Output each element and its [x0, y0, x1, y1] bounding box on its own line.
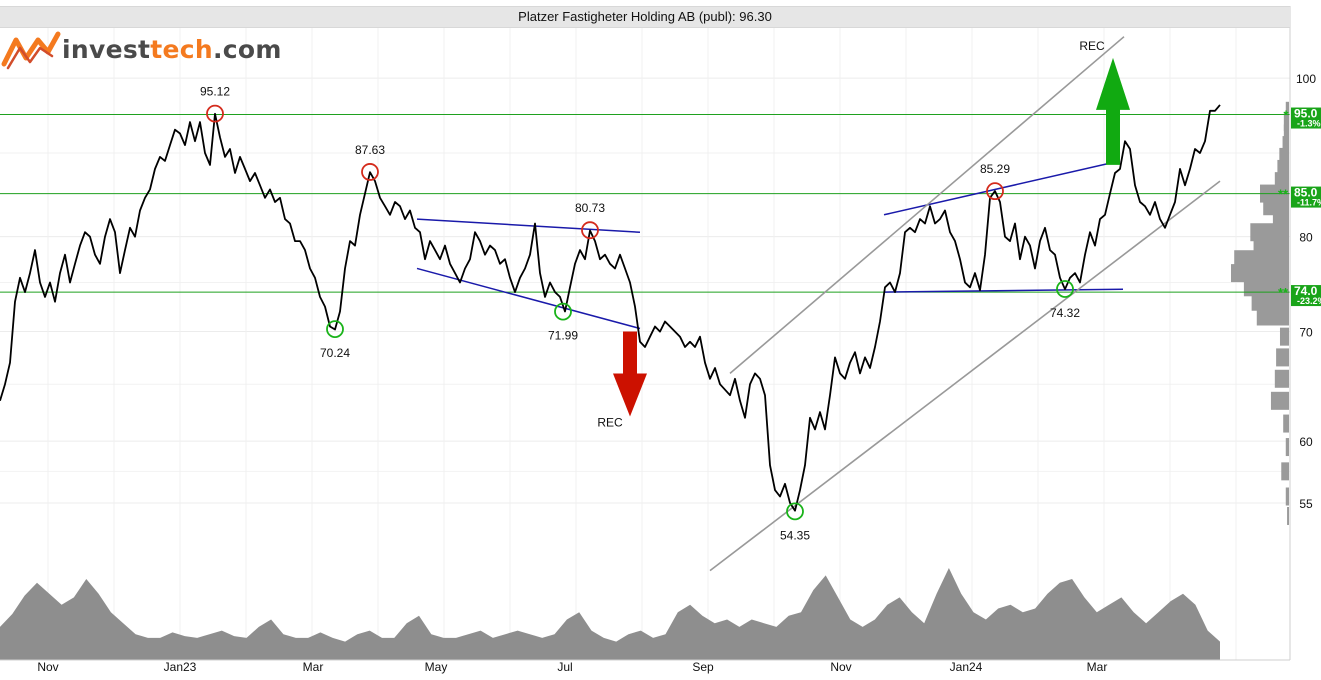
- extreme-value-label: 54.35: [780, 528, 810, 542]
- extreme-value-label: 80.73: [575, 201, 605, 215]
- extreme-value-label: 87.63: [355, 143, 385, 157]
- trend-line: [416, 218, 641, 233]
- volume-profile-bar: [1285, 438, 1289, 457]
- support-resistance-levels: * 95.0-1.3% ** 85.0-11.7% ** 74.0-23.2%: [0, 107, 1321, 307]
- extreme-value-label: 95.12: [200, 85, 230, 99]
- buy-signal-arrow: [1096, 57, 1130, 165]
- peak-marker: [206, 104, 224, 123]
- level-label-box: [1291, 285, 1321, 307]
- axes: 55 60 70 80 100 Nov Jan23 Mar May Jul Sep Nov Jan24 M…: [0, 6, 1316, 674]
- volume-profile-bar: [1283, 113, 1289, 132]
- x-tick-label: Nov: [37, 660, 58, 674]
- peak-marker: [361, 163, 379, 181]
- level-value: 95.0: [1294, 107, 1318, 121]
- volume-profile-bar: [1283, 414, 1289, 433]
- volume-profile-bar: [1279, 327, 1289, 346]
- trough-marker: [554, 302, 572, 321]
- volume-profile-bar: [1283, 124, 1289, 143]
- y-tick-label: 60: [1299, 435, 1313, 449]
- signal-label: REC: [1079, 39, 1105, 53]
- peak-marker: [986, 182, 1004, 201]
- x-tick-label: Nov: [830, 660, 851, 674]
- y-tick-label: 70: [1299, 326, 1313, 340]
- price-series-line: [0, 104, 1221, 512]
- level-change: -23.2%: [1297, 296, 1321, 306]
- level-change: -11.7%: [1297, 198, 1321, 208]
- logo-chart-icon: [1, 31, 61, 70]
- x-tick-label: Mar: [1087, 660, 1108, 674]
- trend-line: [883, 288, 1124, 293]
- volume-area: [0, 568, 1220, 660]
- volume-profile-bar: [1282, 136, 1289, 155]
- level-marker: *: [1283, 108, 1289, 123]
- volume-profile-bar: [1281, 462, 1289, 481]
- volume-profile-bar: [1285, 101, 1289, 120]
- chart-title: Platzer Fastigheter Holding AB (publ): 9…: [0, 6, 1290, 28]
- investtech-logo: investtech.com: [0, 26, 282, 72]
- volume-profile-bar: [1287, 506, 1289, 525]
- y-tick-label: 80: [1299, 231, 1313, 245]
- sell-signal-arrow: [613, 331, 647, 417]
- trend-lines: [416, 36, 1221, 572]
- signal-arrows: REC REC: [597, 39, 1130, 430]
- volume-profile-bar: [1234, 250, 1289, 269]
- volume-profile-bar: [1274, 369, 1289, 388]
- volume-profile-bar: [1231, 264, 1289, 283]
- level-label-box: [1291, 186, 1321, 208]
- volume-profile: [1231, 101, 1289, 525]
- volume-area-shape: [0, 568, 1220, 660]
- level-label-box: [1291, 107, 1321, 129]
- y-tick-label: 55: [1299, 497, 1313, 511]
- volume-profile-bar: [1270, 391, 1289, 410]
- peak-trough-markers: 95.12 87.63 80.73 85.29 70.24 71.99 54.35 74.32: [200, 85, 1080, 543]
- extreme-value-label: 74.32: [1050, 306, 1080, 320]
- y-tick-label: 100: [1296, 72, 1316, 86]
- volume-profile-bar: [1251, 292, 1289, 311]
- extreme-value-label: 85.29: [980, 162, 1010, 176]
- extreme-value-label: 70.24: [320, 346, 350, 360]
- trough-marker: [786, 502, 804, 521]
- x-tick-label: Sep: [692, 660, 714, 674]
- x-tick-label: Jan23: [164, 660, 197, 674]
- trend-line: [729, 36, 1125, 374]
- level-marker: **: [1278, 285, 1289, 300]
- volume-profile-bar: [1285, 487, 1289, 506]
- x-tick-label: May: [425, 660, 448, 674]
- level-change: -1.3%: [1297, 119, 1321, 129]
- logo-wordmark: investtech.com: [62, 34, 282, 64]
- volume-profile-bar: [1276, 348, 1289, 367]
- price-line: [0, 104, 1221, 512]
- trend-line: [709, 180, 1221, 572]
- x-tick-label: Mar: [303, 660, 324, 674]
- signal-label: REC: [597, 416, 623, 430]
- trend-line: [416, 267, 641, 330]
- extreme-value-label: 71.99: [548, 329, 578, 343]
- trough-marker: [326, 320, 344, 339]
- x-tick-label: Jan24: [950, 660, 983, 674]
- trough-marker: [1056, 280, 1074, 298]
- volume-profile-bar: [1279, 147, 1289, 166]
- level-value: 74.0: [1294, 284, 1318, 298]
- chart-grid: [0, 26, 1290, 660]
- peak-marker: [581, 221, 599, 240]
- volume-profile-bar: [1256, 307, 1289, 326]
- level-marker: **: [1278, 187, 1289, 202]
- x-tick-label: Jul: [557, 660, 572, 674]
- volume-profile-bar: [1277, 159, 1289, 178]
- level-value: 85.0: [1294, 186, 1318, 200]
